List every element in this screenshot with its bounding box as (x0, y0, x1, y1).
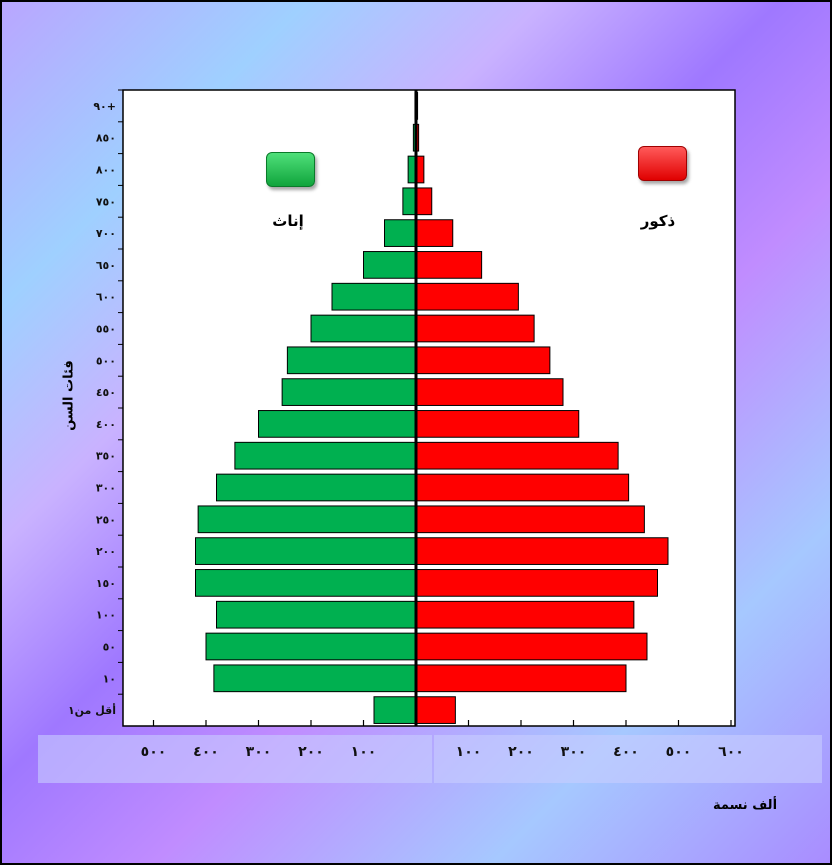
bar-male-6 (415, 505, 645, 534)
y-tick-label: ٥٠٠ (96, 354, 116, 367)
bar-male-11 (415, 346, 551, 375)
bar-female-2 (205, 632, 417, 661)
legend-male-swatch (638, 146, 687, 181)
y-tick-label: ٣٥٠ (96, 450, 116, 463)
bar-female-6 (197, 505, 417, 534)
y-tick-label: ٦٥٠ (96, 259, 116, 272)
x-tick-label-right: ٣٠٠ (561, 744, 587, 760)
y-tick-label: ٦٠٠ (96, 291, 116, 304)
y-tick-label: ٢٠٠ (96, 545, 116, 558)
x-tick-label-right: ١٠٠ (456, 744, 482, 760)
x-axis-band-left (38, 735, 432, 783)
y-axis-label: فئات السن (61, 360, 77, 431)
bar-male-0 (415, 696, 456, 724)
y-tick-label: أقل من١ (68, 703, 116, 717)
plot-area (122, 89, 736, 727)
bar-female-13 (331, 282, 417, 311)
bar-female-11 (286, 346, 417, 375)
bar-male-1 (415, 664, 627, 693)
y-axis-ticks: أقل من١ ١٠ ٥٠ ١٠٠ ١٥٠ ٢٠٠ ٢٥٠ ٣٠٠ ٣٥٠ ٤٠٠ ٤٥٠ ٥٠٠ ٥٥… (68, 89, 123, 717)
legend-male-label: ذكور (640, 212, 676, 230)
bar-female-12 (310, 314, 417, 343)
y-tick-label: ٥٥٠ (96, 323, 116, 336)
y-tick-label: ٥٠ (103, 641, 116, 654)
x-tick-label-left: ١٠٠ (351, 744, 377, 760)
bar-male-8 (415, 441, 619, 470)
bars-group (195, 90, 669, 726)
bar-male-15 (415, 219, 454, 247)
y-tick-label: ٣٠٠ (96, 482, 116, 495)
bar-female-7 (216, 473, 417, 502)
y-tick-label: ٧٠٠ (96, 227, 116, 240)
x-tick-label-left: ٥٠٠ (141, 744, 167, 760)
y-tick-label: ٤٥٠ (96, 386, 116, 399)
bar-female-8 (234, 441, 417, 470)
bar-male-13 (415, 282, 519, 311)
bar-male-16 (415, 187, 433, 216)
y-tick-label: ٨٠٠ (96, 164, 116, 177)
y-tick-label: ٤٠٠ (96, 418, 116, 431)
x-tick-label-right: ٦٠٠ (718, 744, 744, 760)
bar-male-3 (415, 600, 635, 629)
bar-female-4 (195, 569, 417, 597)
x-axis-label: ألف نسمة (712, 798, 778, 813)
bar-female-16 (402, 187, 417, 216)
y-tick-label: ١٠ (103, 672, 116, 685)
bar-female-14 (363, 251, 417, 279)
bar-male-5 (415, 537, 669, 565)
x-axis-ticks: ٥٠٠ ٤٠٠ ٣٠٠ ٢٠٠ ١٠٠ ١٠٠ ٢٠٠ ٣٠٠ ٤٠٠ ٥٠٠ ٦٠٠ (141, 720, 744, 760)
bar-male-4 (415, 569, 658, 597)
x-tick-label-left: ٢٠٠ (298, 744, 324, 760)
bar-male-7 (415, 473, 630, 502)
bar-female-0 (373, 696, 417, 724)
y-tick-label: ٢٥٠ (96, 513, 116, 526)
bar-female-15 (384, 219, 417, 247)
y-tick-label: ١٠٠ (96, 609, 116, 622)
bar-female-5 (195, 537, 417, 565)
y-tick-label: ٨٥٠ (96, 132, 116, 145)
bar-male-12 (415, 314, 535, 343)
x-tick-label-left: ٤٠٠ (193, 744, 219, 760)
x-tick-label-right: ٢٠٠ (508, 744, 534, 760)
legend-female-swatch (266, 152, 315, 187)
bar-male-10 (415, 378, 564, 406)
bar-female-10 (281, 378, 417, 406)
bar-female-9 (258, 410, 417, 438)
bar-female-3 (216, 600, 417, 629)
x-tick-label-right: ٥٠٠ (666, 744, 692, 760)
y-tick-label: ١٥٠ (96, 577, 116, 590)
bar-male-9 (415, 410, 580, 438)
y-tick-label: ٩٠+ (93, 100, 116, 113)
bar-female-1 (213, 664, 417, 693)
x-tick-label-right: ٤٠٠ (613, 744, 639, 760)
bar-male-2 (415, 632, 648, 661)
x-axis-band-right (434, 735, 822, 783)
x-tick-label-left: ٣٠٠ (246, 744, 272, 760)
y-tick-label: ٧٥٠ (96, 195, 116, 208)
bar-male-14 (415, 251, 483, 279)
legend-female-label: إناث (272, 212, 304, 230)
